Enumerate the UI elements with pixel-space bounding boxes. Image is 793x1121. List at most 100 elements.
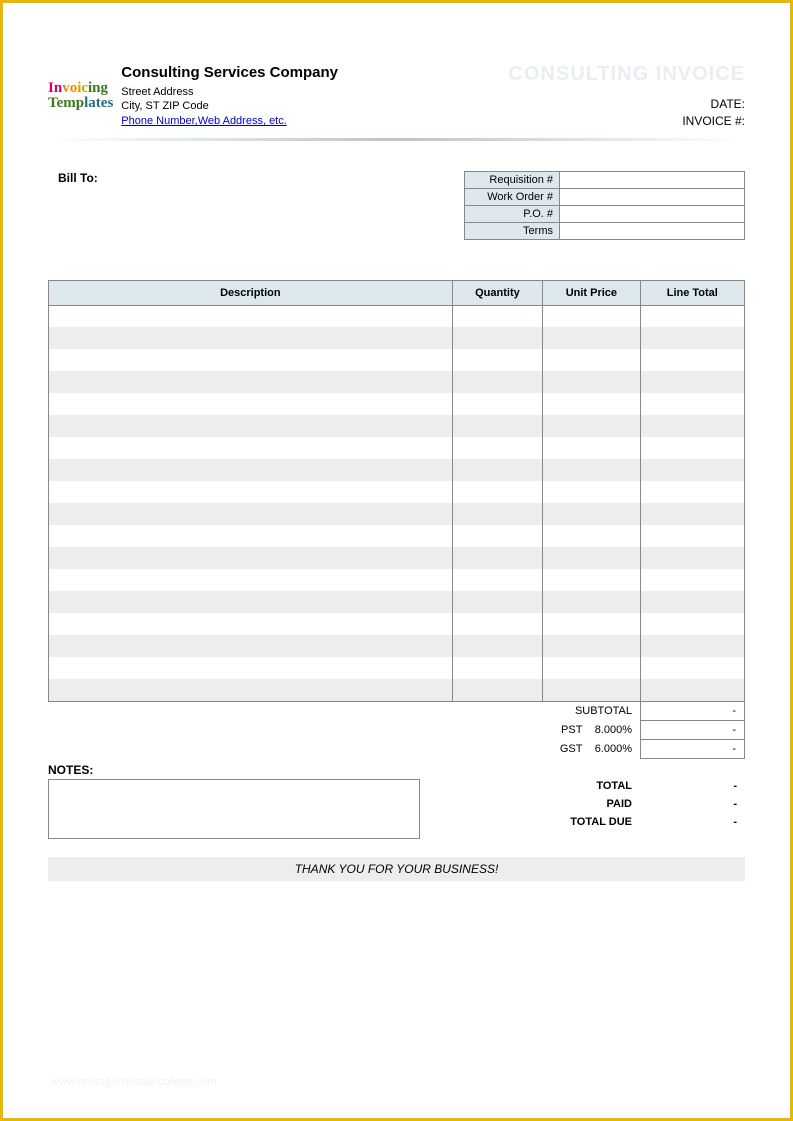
table-cell[interactable] [49,503,453,525]
table-cell[interactable] [640,657,744,679]
table-cell[interactable] [543,547,640,569]
table-cell[interactable] [49,415,453,437]
table-row[interactable] [49,459,745,481]
meta-invoice-no-label: INVOICE #: [508,113,745,130]
table-cell[interactable] [640,481,744,503]
table-cell[interactable] [49,393,453,415]
table-cell[interactable] [640,635,744,657]
table-cell[interactable] [452,525,542,547]
table-cell[interactable] [452,481,542,503]
table-cell[interactable] [640,679,744,701]
table-cell[interactable] [640,525,744,547]
table-cell[interactable] [543,305,640,327]
table-cell[interactable] [640,327,744,349]
table-row[interactable] [49,349,745,371]
table-row[interactable] [49,679,745,701]
ref-requisition-value[interactable] [560,171,745,188]
table-cell[interactable] [452,569,542,591]
table-row[interactable] [49,591,745,613]
table-cell[interactable] [640,459,744,481]
table-cell[interactable] [640,415,744,437]
table-cell[interactable] [543,569,640,591]
table-cell[interactable] [543,393,640,415]
table-cell[interactable] [543,459,640,481]
table-cell[interactable] [49,547,453,569]
table-row[interactable] [49,569,745,591]
meta-date-label: DATE: [508,96,745,113]
table-cell[interactable] [640,613,744,635]
table-cell[interactable] [49,657,453,679]
company-block: Consulting Services Company Street Addre… [121,63,338,129]
table-cell[interactable] [543,437,640,459]
table-cell[interactable] [640,569,744,591]
table-cell[interactable] [49,679,453,701]
table-cell[interactable] [543,635,640,657]
table-cell[interactable] [49,569,453,591]
table-cell[interactable] [452,437,542,459]
table-cell[interactable] [452,503,542,525]
table-cell[interactable] [543,503,640,525]
table-cell[interactable] [49,525,453,547]
table-cell[interactable] [640,591,744,613]
table-cell[interactable] [640,305,744,327]
table-cell[interactable] [452,591,542,613]
table-row[interactable] [49,437,745,459]
table-cell[interactable] [543,591,640,613]
table-cell[interactable] [49,591,453,613]
table-cell[interactable] [543,415,640,437]
table-cell[interactable] [452,679,542,701]
table-row[interactable] [49,613,745,635]
table-cell[interactable] [640,503,744,525]
ref-workorder-value[interactable] [560,188,745,205]
table-cell[interactable] [543,481,640,503]
table-row[interactable] [49,547,745,569]
table-cell[interactable] [640,547,744,569]
table-row[interactable] [49,635,745,657]
table-cell[interactable] [640,437,744,459]
table-cell[interactable] [543,327,640,349]
table-cell[interactable] [452,547,542,569]
table-cell[interactable] [543,657,640,679]
table-cell[interactable] [49,635,453,657]
table-cell[interactable] [452,327,542,349]
table-row[interactable] [49,525,745,547]
table-cell[interactable] [452,349,542,371]
table-cell[interactable] [452,613,542,635]
table-cell[interactable] [543,613,640,635]
table-cell[interactable] [452,459,542,481]
table-cell[interactable] [452,305,542,327]
table-cell[interactable] [49,481,453,503]
table-row[interactable] [49,657,745,679]
table-row[interactable] [49,393,745,415]
table-cell[interactable] [543,371,640,393]
table-cell[interactable] [49,327,453,349]
table-cell[interactable] [452,371,542,393]
table-cell[interactable] [543,679,640,701]
table-row[interactable] [49,327,745,349]
notes-box[interactable] [48,779,420,839]
table-cell[interactable] [640,349,744,371]
ref-po-value[interactable] [560,205,745,222]
table-row[interactable] [49,503,745,525]
table-cell[interactable] [640,393,744,415]
table-cell[interactable] [49,349,453,371]
table-cell[interactable] [640,371,744,393]
table-cell[interactable] [49,459,453,481]
table-cell[interactable] [452,635,542,657]
company-contact-link[interactable]: Phone Number,Web Address, etc. [121,115,287,127]
ref-terms-value[interactable] [560,222,745,239]
table-cell[interactable] [49,613,453,635]
table-cell[interactable] [49,305,453,327]
table-cell[interactable] [543,525,640,547]
table-cell[interactable] [452,393,542,415]
table-cell[interactable] [49,437,453,459]
table-cell[interactable] [49,371,453,393]
table-cell[interactable] [452,415,542,437]
table-row[interactable] [49,415,745,437]
table-cell[interactable] [543,349,640,371]
table-cell[interactable] [452,657,542,679]
table-row[interactable] [49,305,745,327]
col-description: Description [49,280,453,305]
table-row[interactable] [49,371,745,393]
table-row[interactable] [49,481,745,503]
